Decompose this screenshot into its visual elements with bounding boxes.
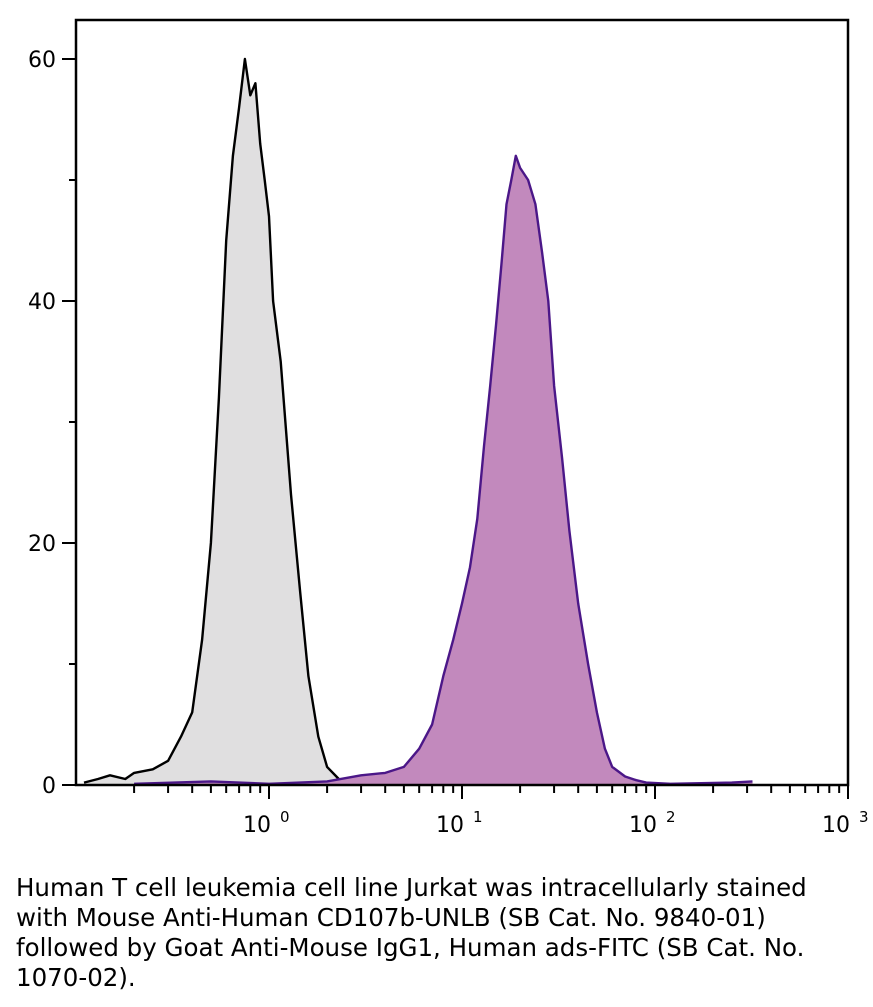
series-layer <box>83 57 753 786</box>
x-tick-label: 10 <box>822 813 850 838</box>
figure-caption: Human T cell leukemia cell line Jurkat w… <box>16 873 807 992</box>
x-tick-label: 10 <box>629 813 657 838</box>
histogram-chart: 0 20 40 60 10 0 10 1 10 2 10 3 <box>28 18 869 838</box>
histogram-fill-1 <box>84 59 350 785</box>
x-tick-exponent: 0 <box>280 808 290 826</box>
x-tick-exponent: 1 <box>473 808 483 826</box>
x-tick-exponent: 3 <box>859 808 869 826</box>
axis-layer: 0 20 40 60 10 0 10 1 10 2 10 3 <box>28 48 869 838</box>
histogram-line-1 <box>83 57 350 785</box>
x-tick-label: 10 <box>243 813 271 838</box>
x-tick-label: 10 <box>436 813 464 838</box>
y-tick-label: 60 <box>28 48 56 73</box>
y-tick-label: 20 <box>28 532 56 557</box>
y-tick-label: 0 <box>42 774 56 799</box>
histogram-line-2 <box>134 154 753 785</box>
x-tick-exponent: 2 <box>666 808 676 826</box>
y-tick-label: 40 <box>28 290 56 315</box>
